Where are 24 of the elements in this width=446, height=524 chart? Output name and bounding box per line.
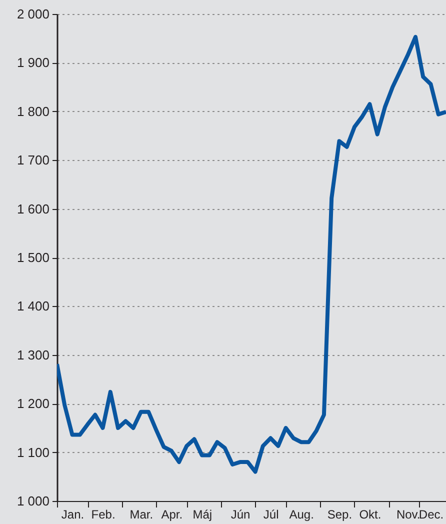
- y-tick-label: 1 900: [16, 55, 50, 70]
- y-tick-label: 1 200: [16, 396, 50, 412]
- y-tick-label: 1 800: [16, 104, 50, 119]
- x-tick-label: Apr.: [161, 508, 183, 522]
- x-tick-label: Jún: [230, 508, 250, 522]
- x-tick-label: Feb.: [91, 508, 116, 522]
- y-tick-label: 1 300: [16, 347, 50, 362]
- x-tick-label: Okt.: [359, 508, 382, 522]
- y-tick-label: 1 600: [16, 201, 50, 216]
- x-tick-label: Dec.: [418, 508, 444, 522]
- y-tick-label: 1 100: [16, 444, 50, 460]
- y-tick-label: 1 700: [16, 152, 50, 168]
- y-tick-label: 1 400: [16, 298, 50, 314]
- x-tick-label: Nov.: [396, 508, 420, 522]
- x-tick-label: Aug.: [289, 508, 314, 522]
- y-tick-label: 1 500: [16, 250, 50, 265]
- line-series: [57, 34, 446, 474]
- x-tick-label: Júl: [263, 508, 279, 522]
- x-tick-label: Jan.: [61, 508, 84, 522]
- x-tick-label: Mar.: [130, 508, 154, 522]
- y-tick-label: 2 000: [16, 6, 50, 22]
- x-tick-label: Máj: [192, 508, 212, 522]
- y-tick-label: 1 000: [16, 494, 50, 508]
- x-tick-label: Sep.: [327, 508, 352, 522]
